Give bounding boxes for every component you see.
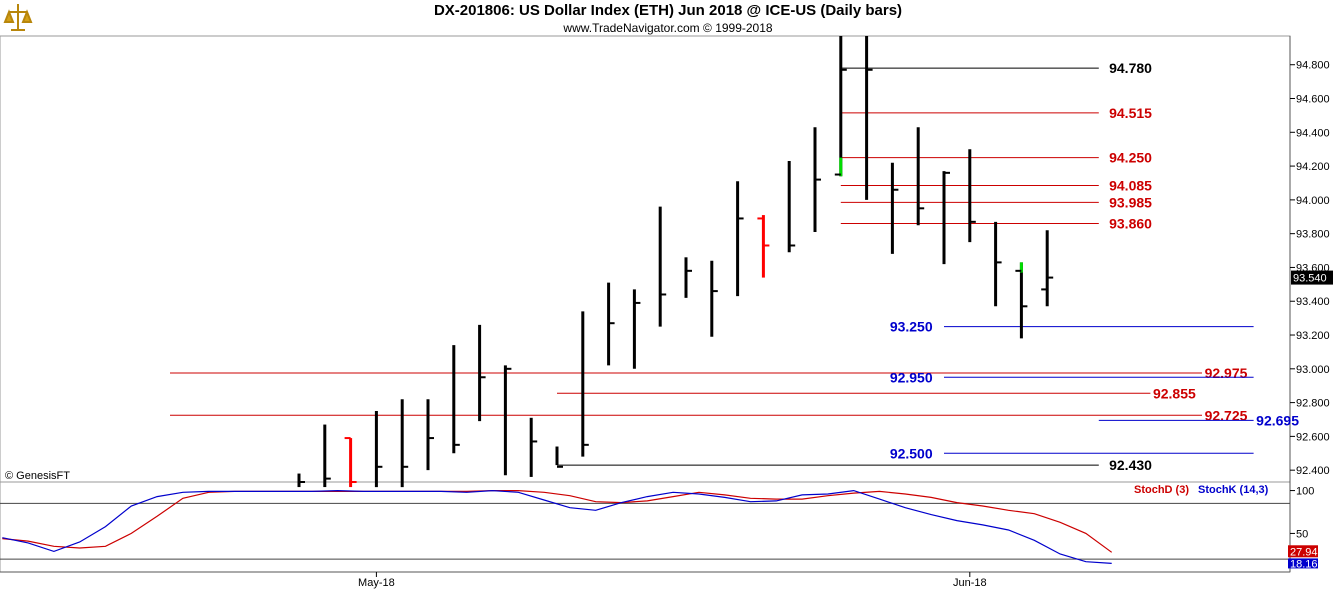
price-bar bbox=[684, 257, 692, 298]
level-label: 92.725 bbox=[1205, 407, 1248, 423]
y-tick-label: 93.200 bbox=[1296, 330, 1330, 342]
y-tick-label: 93.800 bbox=[1296, 229, 1330, 241]
price-bar bbox=[555, 446, 563, 468]
y-tick-label: 94.000 bbox=[1296, 195, 1330, 207]
ind-y-tick-label: 50 bbox=[1296, 528, 1308, 540]
price-bar bbox=[994, 221, 1002, 307]
level-label: 93.985 bbox=[1109, 194, 1152, 210]
last-price-label: 93.540 bbox=[1293, 273, 1327, 285]
price-bar bbox=[503, 365, 512, 476]
level-label: 94.780 bbox=[1109, 60, 1152, 76]
price-bar bbox=[632, 289, 641, 369]
watermark: © GenesisFT bbox=[5, 470, 70, 482]
price-bar bbox=[297, 473, 305, 488]
y-tick-label: 94.600 bbox=[1296, 94, 1330, 106]
price-bar bbox=[344, 437, 357, 488]
legend-stoch-k: StochK (14,3) bbox=[1198, 484, 1269, 496]
price-bar bbox=[834, 36, 847, 177]
level-label: 94.250 bbox=[1109, 150, 1152, 166]
price-bar bbox=[478, 324, 486, 422]
price-bar bbox=[710, 260, 718, 337]
price-bar bbox=[1041, 230, 1054, 307]
price-bar bbox=[757, 215, 770, 278]
chart-subtitle: www.TradeNavigator.com © 1999-2018 bbox=[563, 21, 773, 35]
price-bar bbox=[426, 399, 434, 471]
stoch-d-last-label: 27.94 bbox=[1290, 546, 1318, 558]
stoch-k-last-label: 18.16 bbox=[1290, 558, 1318, 570]
price-bar bbox=[736, 181, 744, 297]
stochastic-pane bbox=[0, 489, 1290, 564]
chart-title: DX-201806: US Dollar Index (ETH) Jun 201… bbox=[433, 2, 903, 19]
x-tick-label: Jun-18 bbox=[953, 577, 987, 589]
level-label: 92.500 bbox=[890, 445, 933, 461]
price-bar bbox=[1015, 262, 1028, 339]
price-bar bbox=[529, 417, 538, 477]
y-tick-label: 92.800 bbox=[1296, 398, 1330, 410]
price-bar bbox=[942, 171, 950, 265]
price-bar bbox=[452, 345, 460, 454]
price-bar bbox=[813, 127, 821, 232]
level-label: 92.975 bbox=[1205, 365, 1248, 381]
price-bar bbox=[787, 161, 796, 253]
stoch-k-last-box bbox=[1288, 558, 1318, 569]
trade-navigator-logo bbox=[3, 2, 33, 32]
level-label: 93.250 bbox=[890, 319, 933, 335]
y-tick-label: 94.800 bbox=[1296, 60, 1330, 72]
price-bar bbox=[890, 162, 899, 254]
legend-stoch-d: StochD (3) bbox=[1134, 484, 1189, 496]
price-bar bbox=[581, 311, 589, 457]
y-tick-label: 94.400 bbox=[1296, 127, 1330, 139]
price-bar bbox=[658, 206, 667, 327]
y-tick-label: 93.400 bbox=[1296, 296, 1330, 308]
level-label: 92.950 bbox=[890, 369, 933, 385]
y-tick-label: 92.600 bbox=[1296, 431, 1330, 443]
price-bar bbox=[374, 411, 383, 488]
level-label: 92.855 bbox=[1153, 385, 1196, 401]
x-tick-label: May-18 bbox=[358, 577, 395, 589]
y-tick-label: 92.400 bbox=[1296, 465, 1330, 477]
price-bar bbox=[400, 399, 409, 488]
stoch-k-line bbox=[2, 489, 1112, 564]
price-bar bbox=[607, 282, 615, 366]
level-label: 93.860 bbox=[1109, 216, 1152, 232]
level-label: 92.430 bbox=[1109, 457, 1152, 473]
price-bar bbox=[865, 36, 873, 200]
price-bar bbox=[916, 127, 925, 226]
stoch-d-line bbox=[2, 490, 1113, 553]
y-tick-label: 94.200 bbox=[1296, 161, 1330, 173]
price-bar bbox=[968, 149, 976, 243]
level-label: 94.515 bbox=[1109, 105, 1152, 121]
y-tick-label: 93.000 bbox=[1296, 364, 1330, 376]
level-label: 94.085 bbox=[1109, 178, 1152, 194]
stoch-d-last-box bbox=[1288, 545, 1318, 558]
last-price-box bbox=[1291, 270, 1333, 285]
price-bar bbox=[323, 424, 331, 488]
axes: 94.80094.60094.40094.20094.00093.80093.6… bbox=[358, 60, 1333, 589]
level-label: 92.695 bbox=[1256, 412, 1299, 428]
ind-y-tick-label: 100 bbox=[1296, 486, 1314, 498]
